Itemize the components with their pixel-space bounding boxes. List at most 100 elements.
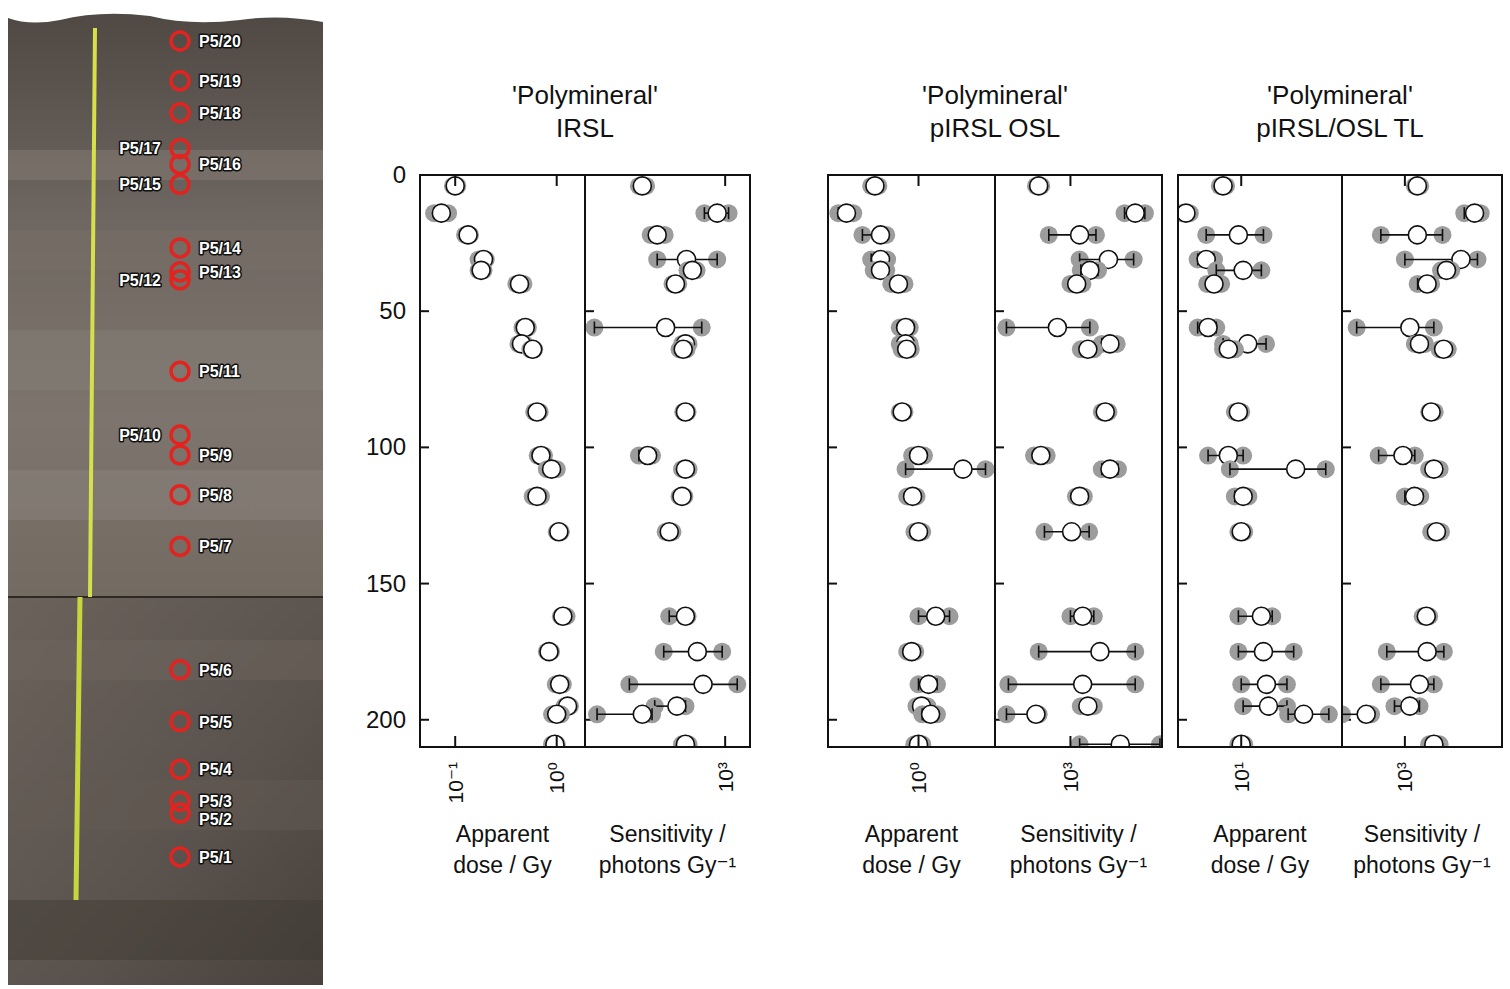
sample-position bbox=[171, 537, 189, 555]
error-cap bbox=[1079, 738, 1081, 747]
error-cap bbox=[1048, 229, 1050, 241]
mean-point bbox=[904, 487, 922, 505]
y-tick bbox=[420, 719, 429, 721]
error-cap bbox=[629, 678, 631, 690]
sample-position bbox=[171, 104, 189, 122]
mean-point bbox=[1406, 487, 1424, 505]
error-cap bbox=[596, 708, 598, 720]
y-tick bbox=[1178, 583, 1187, 585]
mean-point bbox=[551, 675, 569, 693]
sample-position bbox=[171, 271, 189, 289]
sample-label: P5/20 bbox=[199, 33, 241, 50]
error-cap bbox=[1133, 253, 1135, 265]
mean-point bbox=[1111, 735, 1129, 747]
error-cap bbox=[1205, 229, 1207, 241]
error-cap bbox=[1394, 700, 1396, 712]
mean-point bbox=[1437, 261, 1455, 279]
sample-position bbox=[171, 804, 189, 822]
y-tick-label: 0 bbox=[393, 161, 406, 188]
error-cap bbox=[1271, 610, 1273, 622]
chart-subtitle: pIRSL OSL bbox=[930, 113, 1061, 143]
error-cap bbox=[1242, 700, 1244, 712]
y-tick-label: 200 bbox=[366, 706, 406, 733]
y-tick bbox=[828, 446, 837, 448]
panel: 10³Sensitivity /photons Gy⁻¹ bbox=[585, 175, 750, 878]
sample-label: P5/17 bbox=[119, 140, 161, 157]
error-cap bbox=[1008, 678, 1010, 690]
error-cap bbox=[1378, 450, 1380, 462]
error-cap bbox=[905, 463, 907, 475]
mean-point bbox=[893, 403, 911, 421]
sample-position bbox=[171, 486, 189, 504]
mean-point bbox=[1401, 697, 1419, 715]
sample-position bbox=[171, 32, 189, 50]
mean-point bbox=[660, 523, 678, 541]
mean-point bbox=[540, 643, 558, 661]
mean-point bbox=[683, 261, 701, 279]
error-cap bbox=[1443, 646, 1445, 658]
axis-title-line: Apparent bbox=[865, 821, 959, 847]
x-tick bbox=[454, 736, 456, 747]
error-cap bbox=[1414, 450, 1416, 462]
panel-frame bbox=[585, 175, 750, 747]
figure: P5/20P5/19P5/18P5/17P5/16P5/15P5/14P5/13… bbox=[0, 0, 1510, 989]
mean-point bbox=[1435, 340, 1453, 358]
mean-point bbox=[676, 403, 694, 421]
error-cap bbox=[1095, 229, 1097, 241]
mean-point bbox=[871, 226, 889, 244]
photo-band bbox=[8, 330, 323, 390]
axis-title-line: Sensitivity / bbox=[1364, 821, 1481, 847]
mean-point bbox=[546, 735, 564, 747]
photo-top bbox=[8, 12, 323, 597]
mean-point bbox=[897, 319, 915, 337]
mean-point bbox=[516, 319, 534, 337]
mean-point bbox=[459, 226, 477, 244]
chart-title: 'Polymineral' bbox=[922, 80, 1068, 110]
chart: 'Polymineral'pIRSL OSL10⁰Apparentdose / … bbox=[828, 80, 1169, 878]
x-tick bbox=[556, 175, 558, 186]
mean-point bbox=[694, 675, 712, 693]
error-cap bbox=[1380, 229, 1382, 241]
data-group bbox=[585, 177, 746, 747]
error-cap bbox=[663, 646, 665, 658]
mean-point bbox=[1295, 705, 1313, 723]
error-cap bbox=[594, 322, 596, 334]
axis-title: Apparentdose / Gy bbox=[1211, 821, 1310, 878]
mean-point bbox=[528, 403, 546, 421]
error-cap bbox=[1006, 708, 1008, 720]
mean-point bbox=[910, 447, 928, 465]
axis-title: Sensitivity /photons Gy⁻¹ bbox=[1353, 821, 1491, 878]
panel: 10⁻¹10⁰Apparentdose / Gy bbox=[420, 175, 585, 878]
axis-title-line: dose / Gy bbox=[453, 852, 552, 878]
x-tick bbox=[454, 175, 456, 186]
axis-title-line: dose / Gy bbox=[862, 852, 961, 878]
chart: 'Polymineral'pIRSL/OSL TL10¹Apparentdose… bbox=[1173, 80, 1502, 878]
error-cap bbox=[1088, 526, 1090, 538]
photo-band bbox=[8, 150, 323, 180]
error-cap bbox=[918, 610, 920, 622]
mean-point bbox=[1417, 607, 1435, 625]
mean-point bbox=[927, 607, 945, 625]
mean-point bbox=[1259, 697, 1277, 715]
x-tick bbox=[724, 736, 726, 747]
error-bar bbox=[1039, 651, 1136, 653]
error-bar bbox=[1230, 468, 1326, 470]
error-cap bbox=[1093, 610, 1095, 622]
mean-point bbox=[837, 204, 855, 222]
error-cap bbox=[1238, 610, 1240, 622]
panel-frame bbox=[828, 175, 995, 747]
y-tick bbox=[420, 310, 429, 312]
error-cap bbox=[1044, 526, 1046, 538]
sample-label: P5/14 bbox=[199, 240, 241, 257]
mean-point bbox=[1401, 319, 1419, 337]
mean-point bbox=[673, 487, 691, 505]
mean-point bbox=[1410, 675, 1428, 693]
mean-point bbox=[1071, 226, 1089, 244]
photo-bottom bbox=[8, 597, 323, 985]
mean-point bbox=[1357, 705, 1375, 723]
chart-subtitle: pIRSL/OSL TL bbox=[1256, 113, 1424, 143]
sample-position bbox=[171, 446, 189, 464]
mean-point bbox=[1199, 319, 1217, 337]
mean-point bbox=[1074, 607, 1092, 625]
axis-title: Apparent dose / Gy bbox=[862, 821, 961, 878]
